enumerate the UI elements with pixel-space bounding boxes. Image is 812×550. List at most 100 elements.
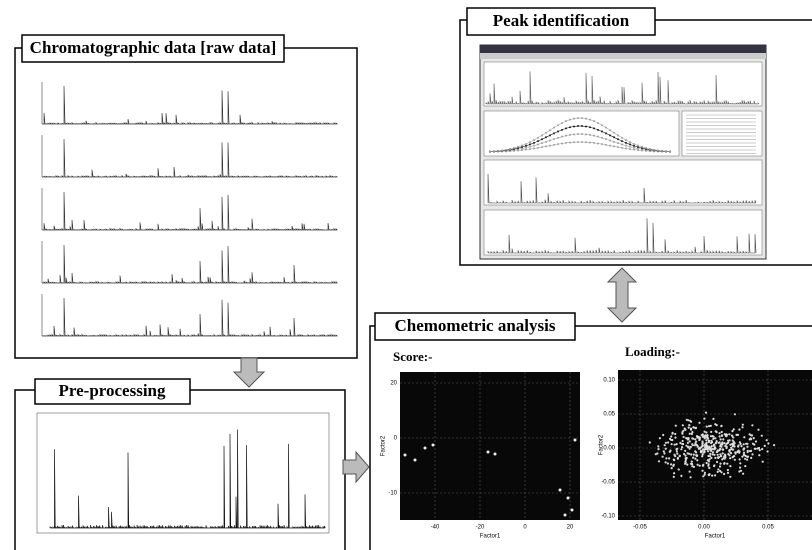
loading-point — [725, 447, 727, 449]
loading-point — [766, 439, 768, 441]
loading-point — [730, 443, 732, 445]
score-point — [564, 514, 567, 517]
loading-point — [725, 433, 727, 435]
loading-point — [718, 449, 720, 451]
loading-point — [758, 454, 760, 456]
loading-point — [703, 418, 705, 420]
loading-point — [710, 442, 712, 444]
arrow-double — [608, 268, 636, 322]
loading-point — [682, 440, 684, 442]
loading-point — [738, 429, 740, 431]
loading-point — [691, 461, 693, 463]
loading-point — [717, 471, 719, 473]
loading-point — [734, 442, 736, 444]
loading-point — [739, 458, 741, 460]
loading-point — [704, 474, 706, 476]
loading-point — [709, 455, 711, 457]
loading-point — [720, 443, 722, 445]
loading-point — [757, 429, 759, 431]
loading-point — [757, 447, 759, 449]
loading-point — [674, 433, 676, 435]
loading-point — [729, 476, 731, 478]
loading-point — [665, 442, 667, 444]
loading-point — [718, 442, 720, 444]
loading-point — [695, 451, 697, 453]
loading-point — [710, 425, 712, 427]
loading-point — [731, 435, 733, 437]
loading-point — [753, 437, 755, 439]
loading-point — [705, 439, 707, 441]
loading-point — [739, 441, 741, 443]
loading-point — [751, 434, 753, 436]
loading-point — [688, 427, 690, 429]
loading-label: Loading:- — [625, 344, 680, 359]
score-label: Score:- — [393, 349, 432, 364]
y-axis-label: Factor2 — [381, 435, 387, 456]
loading-point — [716, 424, 718, 426]
loading-point — [733, 428, 735, 430]
loading-point — [717, 454, 719, 456]
loading-point — [719, 463, 721, 465]
y-tick-label: -0.10 — [601, 514, 615, 520]
loading-point — [729, 451, 731, 453]
loading-point — [659, 437, 661, 439]
loading-point — [716, 461, 718, 463]
loading-point — [725, 443, 727, 445]
loading-point — [704, 472, 706, 474]
loading-point — [673, 454, 675, 456]
arrow-right — [343, 452, 369, 482]
loading-point — [761, 435, 763, 437]
loading-point — [691, 437, 693, 439]
loading-point — [741, 426, 743, 428]
loading-point — [744, 465, 746, 467]
loading-point — [741, 456, 743, 458]
loading-point — [685, 445, 687, 447]
loading-point — [680, 475, 682, 477]
loading-point — [692, 457, 694, 459]
loading-point — [708, 463, 710, 465]
loading-point — [743, 452, 745, 454]
loading-point — [701, 450, 703, 452]
loading-point — [736, 451, 738, 453]
loading-point — [690, 476, 692, 478]
loading-point — [662, 434, 664, 436]
loading-point — [702, 464, 704, 466]
loading-point — [726, 463, 728, 465]
loading-point — [724, 455, 726, 457]
loading-point — [685, 457, 687, 459]
loading-point — [657, 445, 659, 447]
loading-point — [751, 453, 753, 455]
loading-point — [713, 464, 715, 466]
loading-point — [728, 433, 730, 435]
loading-point — [723, 463, 725, 465]
y-tick-label: -0.05 — [601, 480, 615, 486]
score-point — [567, 497, 570, 500]
loading-point — [759, 449, 761, 451]
loading-point — [710, 431, 712, 433]
loading-point — [703, 435, 705, 437]
loading-point — [694, 458, 696, 460]
loading-point — [663, 452, 665, 454]
loading-point — [704, 444, 706, 446]
loading-point — [732, 439, 734, 441]
loading-point — [674, 437, 676, 439]
y-tick-label: -10 — [388, 491, 397, 497]
loading-point — [767, 450, 769, 452]
loading-point — [729, 465, 731, 467]
loading-point — [713, 448, 715, 450]
loading-point — [679, 442, 681, 444]
loading-point — [743, 448, 745, 450]
loading-point — [707, 434, 709, 436]
loading-point — [697, 445, 699, 447]
score-point — [494, 453, 497, 456]
loading-point — [721, 431, 723, 433]
raw-title: Chromatographic data [raw data] — [30, 38, 277, 57]
loading-point — [712, 453, 714, 455]
loading-point — [721, 435, 723, 437]
loading-point — [676, 450, 678, 452]
spectrum-view — [484, 160, 762, 205]
loading-point — [701, 455, 703, 457]
loading-point — [673, 476, 675, 478]
loading-point — [674, 444, 676, 446]
loading-point — [691, 431, 693, 433]
